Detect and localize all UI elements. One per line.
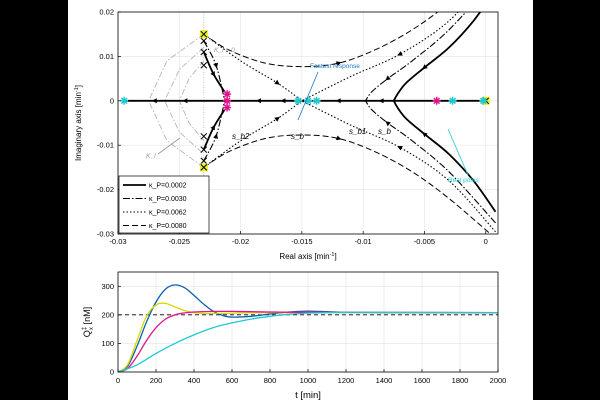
cyan-star-marker [312, 96, 321, 105]
legend-entry-label: κ_P=0.0080 [149, 223, 187, 230]
locus-direction-arrow [422, 132, 428, 138]
rootlocus-y-tick-label: 0.01 [99, 52, 114, 61]
annotation-real-poles-arrow [447, 128, 469, 176]
pole-x-marker [200, 132, 208, 140]
rootlocus-y-tick-label: 0 [110, 96, 114, 105]
rootlocus-xlabel: Real axis [min-1] [279, 252, 336, 261]
real-axis-arrow [378, 98, 384, 104]
cyan-star-marker [479, 96, 488, 105]
magenta-star-marker [432, 96, 441, 105]
figure-canvas: Fastest response Real poles K_I = 0 K_I s_b s… [68, 0, 533, 400]
locus-direction-arrow [335, 135, 342, 141]
locus-direction-arrow [210, 124, 216, 131]
rootlocus-y-tick-label: -0.01 [97, 141, 114, 150]
rootlocus-y-tick-label: -0.03 [97, 230, 114, 239]
real-axis-arrow [280, 98, 286, 104]
pole-x-marker [200, 30, 208, 38]
time-response-cyan-line [118, 311, 498, 372]
time-x-tick-label: 800 [264, 376, 277, 385]
annotation-real-poles: Real poles [448, 177, 479, 184]
real-axis-arrow [335, 98, 341, 104]
annotation-sb: s_b [291, 132, 304, 141]
rootlocus-x-tick-label: -0.02 [232, 237, 249, 246]
time-x-tick-label: 1200 [338, 376, 355, 385]
locus-branch [365, 100, 496, 224]
real-axis-arrow [151, 98, 157, 104]
pole-x-marker [200, 157, 208, 165]
real-axis-arrow [182, 98, 188, 104]
magenta-star-marker [223, 96, 232, 105]
locus-direction-arrow [213, 133, 219, 139]
locus-direction-arrow [213, 62, 219, 69]
locus-direction-arrow [422, 64, 428, 70]
legend-entry-label: κ_P=0.0030 [149, 196, 187, 203]
annotation-ki-arrow [157, 137, 181, 155]
time-x-tick-label: 1600 [414, 376, 431, 385]
cyan-star-marker [448, 96, 457, 105]
locus-branch [203, 33, 303, 102]
locus-direction-arrow [397, 145, 403, 151]
ki-gray-locus [164, 47, 205, 155]
cyan-star-marker [120, 96, 129, 105]
real-axis-arrow [255, 98, 261, 104]
locus-direction-arrow [397, 51, 403, 56]
rootlocus-x-tick-label: -0.025 [169, 237, 190, 246]
time-x-tick-label: 600 [226, 376, 239, 385]
annotation-ki-label: K_I [146, 153, 156, 160]
time-y-tick-label: 100 [101, 339, 114, 348]
locus-branch [203, 100, 303, 168]
cyan-star-marker [304, 96, 312, 105]
magenta-star-marker [223, 103, 232, 112]
rootlocus-x-tick-label: -0.03 [109, 237, 126, 246]
locus-direction-arrow [274, 79, 280, 85]
time-y-tick-label: 200 [101, 310, 114, 319]
time-y-tick-label: 300 [101, 282, 114, 291]
locus-branch [301, 100, 496, 233]
legend-entry-label: κ_P=0.0062 [149, 210, 187, 217]
time-response-magenta-line [118, 310, 498, 372]
rootlocus-x-tick-label: -0.005 [414, 237, 435, 246]
annotation-sb1: s_b1 [349, 127, 366, 136]
rootlocus-ylabel: Imaginary axis [min-1] [74, 85, 83, 161]
time-response-plot-area [118, 272, 498, 372]
time-x-tick-label: 0 [116, 376, 120, 385]
rootlocus-legend: κ_P=0.0002 κ_P=0.0030 κ_P=0.0062 κ_P=0.0080 [118, 175, 210, 234]
rootlocus-x-tick-label: -0.01 [355, 237, 372, 246]
annotation-fastest-arrow [297, 71, 319, 121]
locus-branch [203, 134, 492, 234]
annotation-sb-right: s_b [378, 127, 391, 136]
locus-direction-arrow [210, 71, 216, 77]
time-y-tick-label: 0 [110, 368, 114, 377]
rootlocus-x-tick-label: -0.015 [291, 237, 312, 246]
locus-direction-arrow [385, 121, 391, 127]
locus-direction-arrow [385, 75, 391, 81]
pole-x-marker [200, 146, 208, 153]
rootlocus-axes-frame [117, 11, 499, 235]
annotation-ki-zero: K_I = 0 [214, 47, 235, 54]
time-xlabel: t [min] [295, 390, 321, 400]
time-x-tick-label: 400 [188, 376, 201, 385]
cyan-star-marker [294, 96, 303, 105]
locus-direction-arrow [274, 116, 280, 122]
rootlocus-y-tick-label: 0.02 [99, 8, 114, 17]
time-x-tick-label: 1000 [300, 376, 317, 385]
time-x-tick-label: 2000 [490, 376, 507, 385]
time-x-tick-label: 1400 [376, 376, 393, 385]
locus-branch [365, 12, 467, 102]
pole-x-marker [200, 164, 208, 171]
pole-x-marker [200, 48, 208, 56]
annotation-sb2: s_b2 [232, 132, 250, 141]
time-x-tick-label: 1800 [452, 376, 469, 385]
pole-x-marker [200, 61, 208, 69]
locus-direction-arrow [335, 61, 342, 67]
time-x-tick-label: 200 [150, 376, 163, 385]
magenta-star-marker [223, 90, 232, 99]
pole-x-marker [200, 37, 208, 45]
rootlocus-y-tick-label: -0.02 [97, 185, 114, 194]
legend-entry-label: κ_P=0.0002 [149, 183, 187, 190]
time-ylabel: Qx‡ [nM] [82, 307, 95, 337]
rootlocus-x-tick-label: 0 [484, 237, 488, 246]
annotation-fastest-response: Fastest response [310, 63, 360, 70]
